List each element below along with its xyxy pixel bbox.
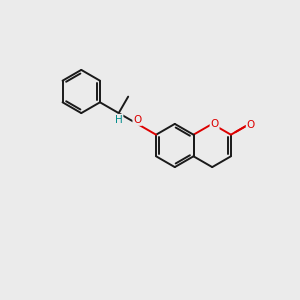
Text: O: O bbox=[247, 120, 255, 130]
Text: O: O bbox=[133, 115, 142, 125]
Text: H: H bbox=[115, 115, 123, 125]
Text: O: O bbox=[211, 119, 219, 129]
